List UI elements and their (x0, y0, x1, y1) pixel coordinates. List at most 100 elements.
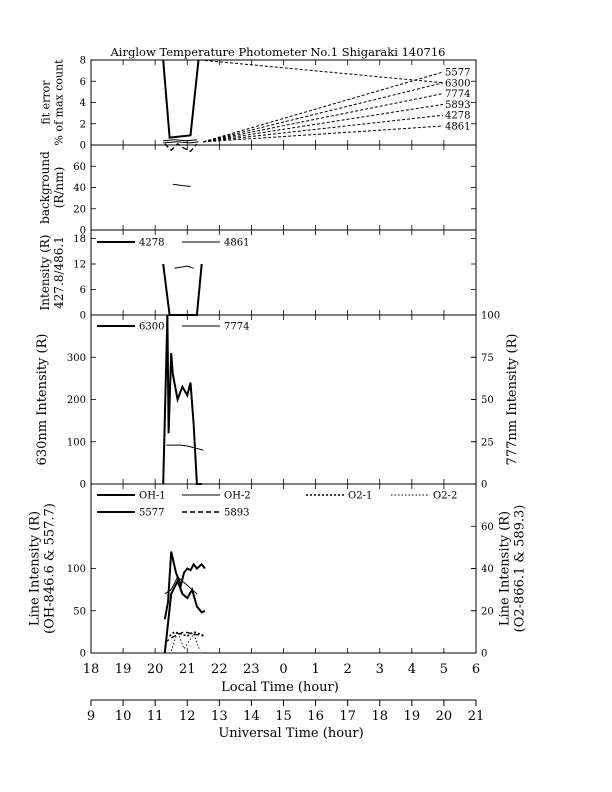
y-axis-label-left: 630nm Intensity (R) (35, 334, 50, 466)
y-axis-label-right: 777nm Intensity (R) (505, 334, 520, 466)
fit-error-legend-7774: 7774 (445, 89, 470, 100)
y-tick-label: 4 (80, 98, 86, 109)
legend-label-oh-1: OH-1 (139, 491, 166, 502)
y-tick-label: 50 (73, 606, 86, 617)
local-time-label: Local Time (hour) (221, 680, 339, 695)
leader-5893 (203, 103, 444, 143)
legend-label-4861: 4861 (224, 238, 249, 249)
local-time-tick-label: 6 (472, 662, 480, 677)
y-tick-label: 20 (73, 204, 86, 215)
legend-label-7774: 7774 (224, 322, 249, 333)
legend-label-oh-2: OH-2 (224, 491, 251, 502)
y-tick-label-right: 60 (481, 522, 494, 533)
series-7774-line (166, 444, 204, 451)
y-axis-label: % of max count (53, 59, 66, 146)
legend-label-4278: 4278 (139, 238, 164, 249)
local-time-tick-label: 0 (279, 662, 287, 677)
universal-time-tick-label: 12 (179, 709, 196, 724)
series-oh-1-line (163, 551, 206, 620)
y-axis-label: 427.8/486.1 (52, 236, 66, 309)
series-7774-line (163, 141, 199, 144)
y-tick-label: 6 (80, 285, 86, 296)
universal-time-tick-label: 13 (211, 709, 228, 724)
universal-time-tick-label: 16 (307, 709, 324, 724)
panel-intensity_630_777: 0 100 200 300 0 25 50 75 100 630nm Intensity (R) 7… (35, 311, 520, 491)
panel-frame (90, 314, 477, 485)
y-tick-label: 100 (67, 437, 86, 448)
series-6300-line (162, 59, 200, 139)
local-time-tick-label: 19 (115, 662, 132, 677)
local-time-tick-label: 3 (376, 662, 384, 677)
panel-fit_error: 0 2 4 6 8 fit error% of max count (40, 56, 477, 153)
y-tick-label-right: 50 (481, 395, 494, 406)
y-axis-label: (R/nm) (52, 167, 66, 209)
universal-time-tick-label: 15 (275, 709, 292, 724)
time-axes: Local Time (hour) Universal Time (hour) … (83, 662, 485, 741)
figure-title: Airglow Temperature Photometer No.1 Shig… (110, 45, 446, 59)
y-tick-label: 0 (80, 311, 86, 322)
y-axis-label-right: Line Intensity (R) (498, 511, 513, 626)
y-tick-label: 12 (73, 260, 86, 271)
fit-error-legend-5893: 5893 (445, 100, 470, 111)
universal-time-tick-label: 11 (147, 709, 164, 724)
y-tick-label-right: 0 (481, 649, 487, 660)
series-4861-line (174, 265, 194, 269)
y-tick-label: 200 (67, 395, 86, 406)
local-time-tick-label: 5 (440, 662, 448, 677)
y-axis-label: fit error (40, 80, 53, 125)
local-time-tick-label: 22 (211, 662, 228, 677)
y-axis-label-left: (OH-846.6 & 557.7) (43, 503, 58, 634)
leader-7774 (203, 93, 444, 143)
universal-time-tick-label: 10 (115, 709, 132, 724)
universal-time-tick-label: 9 (87, 709, 95, 724)
legend-label-6300: 6300 (139, 322, 164, 333)
series-5893-line (164, 631, 204, 643)
y-axis-label-left: Line Intensity (R) (28, 511, 43, 626)
fit-error-legend-4278: 4278 (445, 111, 470, 122)
series-6300-line (162, 314, 202, 485)
fit-error-legend-5577: 5577 (445, 68, 470, 79)
y-tick-label-right: 40 (481, 564, 494, 575)
y-axis-label: background (38, 151, 52, 224)
y-tick-label-right: 20 (481, 606, 494, 617)
legend-label-o2-1: O2-1 (348, 491, 372, 502)
universal-time-tick-label: 17 (339, 709, 356, 724)
panel-intensity_427_486: 0 6 12 18 Intensity (R) 427.8/486.1 (38, 229, 477, 322)
y-tick-label-right: 75 (481, 353, 494, 364)
leader-5577 (203, 71, 444, 143)
local-time-tick-label: 1 (311, 662, 319, 677)
series-background-line (172, 183, 191, 187)
y-axis-label-right: (O2-866.1 & 589.3) (513, 505, 528, 633)
leader-6300 (203, 82, 444, 143)
universal-time-tick-label: 20 (436, 709, 453, 724)
universal-time-tick-label: 19 (404, 709, 421, 724)
legend-label-5577: 5577 (139, 508, 164, 519)
universal-time-label: Universal Time (hour) (218, 726, 363, 741)
local-time-tick-label: 23 (243, 662, 260, 677)
series-5893-line (164, 142, 198, 153)
local-time-tick-label: 18 (83, 662, 100, 677)
y-tick-label: 0 (80, 480, 86, 491)
y-tick-label-right: 25 (481, 437, 494, 448)
series-4278-line (162, 263, 203, 316)
y-tick-label: 0 (80, 141, 86, 152)
panel-frame (90, 59, 477, 146)
y-tick-label: 8 (80, 56, 86, 67)
universal-time-tick-label: 14 (243, 709, 260, 724)
y-tick-label: 0 (80, 649, 86, 660)
fit-error-legend-6300: 6300 (445, 78, 470, 89)
local-time-tick-label: 4 (408, 662, 416, 677)
fit-error-legend-4861: 4861 (445, 122, 470, 133)
y-tick-label: 300 (67, 353, 86, 364)
panel-frame (90, 144, 477, 231)
leader-top (200, 59, 444, 84)
panel-background: 0 20 40 60 background (R/nm) (38, 144, 477, 237)
series-oh-2-line (164, 576, 198, 595)
y-tick-label-right: 100 (481, 311, 500, 322)
series-5577-line (163, 578, 206, 654)
universal-time-tick-label: 18 (371, 709, 388, 724)
y-tick-label: 60 (73, 162, 86, 173)
